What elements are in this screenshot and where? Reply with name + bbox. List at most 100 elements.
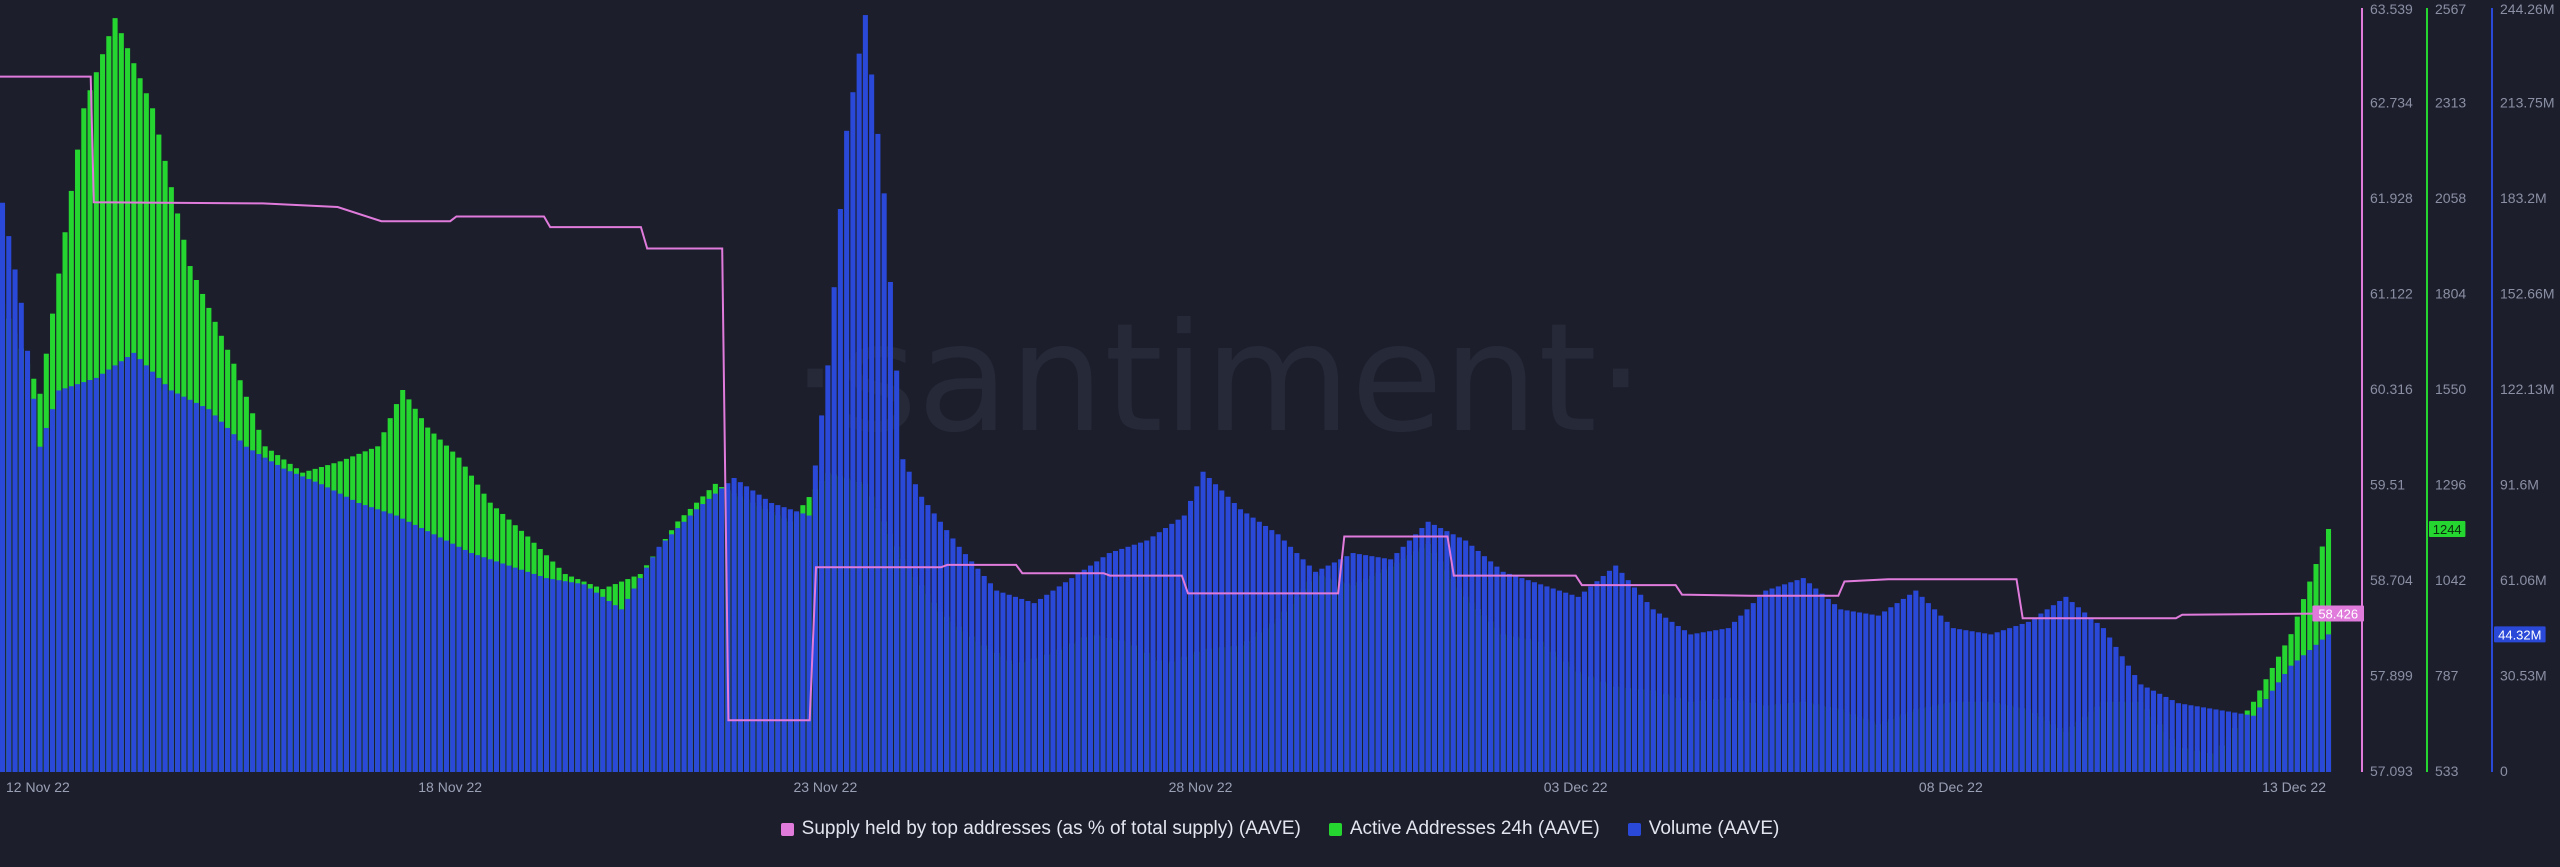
volume-bar — [1888, 607, 1894, 772]
volume-bar — [1850, 611, 1856, 772]
volume-bar — [1506, 573, 1512, 772]
volume-bar — [1519, 578, 1525, 772]
volume-bar — [900, 459, 906, 772]
volume-bar — [1375, 557, 1381, 772]
volume-bar — [1625, 580, 1631, 772]
volume-bar — [619, 609, 625, 772]
volume-bar — [531, 573, 537, 772]
volume-bar — [0, 202, 6, 773]
volume-bar — [1663, 617, 1669, 772]
volume-bar — [2063, 596, 2069, 772]
y-tick-label-supply: 58.704 — [2370, 572, 2413, 588]
volume-bar — [856, 53, 862, 772]
volume-bar — [356, 503, 362, 772]
volume-bar — [100, 373, 106, 772]
volume-bar — [12, 269, 18, 772]
volume-bar — [1719, 629, 1725, 772]
volume-bar — [1894, 603, 1900, 772]
volume-bar — [1213, 484, 1219, 772]
volume-bar — [887, 281, 893, 772]
volume-bar — [2144, 687, 2150, 772]
volume-bar — [787, 509, 793, 772]
volume-bar — [1788, 582, 1794, 772]
y-tick-label-supply: 61.928 — [2370, 190, 2413, 206]
volume-bar — [50, 409, 56, 772]
volume-bar — [1575, 596, 1581, 772]
volume-bar — [225, 427, 231, 772]
volume-bar — [869, 74, 875, 772]
volume-bar — [1750, 603, 1756, 772]
volume-bar — [987, 583, 993, 772]
volume-bar — [625, 598, 631, 772]
y-axis-volume: 244.26M 213.75M 183.2M 152.66M 122.13M 91.6M 6… — [2500, 1, 2554, 779]
volume-bar — [1807, 583, 1813, 772]
volume-bar — [831, 287, 837, 772]
volume-bar — [1037, 598, 1043, 772]
volume-bar — [1600, 575, 1606, 772]
volume-bar — [1725, 628, 1731, 772]
legend-item-volume[interactable]: Volume (AAVE) — [1627, 818, 1779, 840]
volume-bar — [894, 370, 900, 772]
volume-bar — [1932, 609, 1938, 772]
volume-bar — [125, 357, 131, 772]
volume-bar — [437, 537, 443, 772]
volume-bar — [412, 524, 418, 772]
volume-bar — [1006, 594, 1012, 772]
volume-bar — [2100, 628, 2106, 772]
volume-bar — [68, 386, 74, 772]
volume-bar — [1456, 537, 1462, 772]
volume-bar — [587, 588, 593, 772]
x-tick-label: 03 Dec 22 — [1544, 779, 1608, 795]
volume-bar — [1513, 575, 1519, 772]
volume-bar — [462, 549, 468, 772]
volume-bar — [1244, 513, 1250, 772]
y-tick-label-active: 1042 — [2435, 572, 2466, 588]
volume-bar — [106, 369, 112, 772]
volume-bar — [2150, 690, 2156, 772]
volume-bar — [2194, 706, 2200, 772]
volume-bar — [2057, 601, 2063, 772]
volume-bar — [1556, 590, 1562, 772]
volume-bar — [1444, 531, 1450, 772]
volume-bar — [1925, 603, 1931, 772]
volume-bar — [1631, 587, 1637, 772]
volume-bar — [1675, 626, 1681, 772]
volume-bar — [1125, 546, 1131, 772]
series-supply-line — [0, 75, 2327, 722]
volume-bar — [150, 371, 156, 772]
volume-bar — [425, 531, 431, 772]
y-tick-label-volume: 122.13M — [2500, 381, 2554, 397]
legend-item-supply[interactable]: Supply held by top addresses (as % of to… — [780, 818, 1301, 840]
badge-text-active: 1244 — [2433, 522, 2462, 537]
volume-bar — [1650, 609, 1656, 772]
volume-bar — [1450, 534, 1456, 772]
volume-bar — [87, 379, 93, 772]
volume-bar — [175, 393, 181, 772]
volume-bar — [1281, 540, 1287, 772]
volume-bar — [2263, 699, 2269, 772]
volume-bar — [2307, 650, 2313, 772]
volume-bar — [750, 490, 756, 772]
volume-bar — [1231, 503, 1237, 772]
volume-bar — [1731, 621, 1738, 772]
volume-bar — [731, 477, 737, 772]
volume-bar — [1369, 556, 1375, 772]
volume-bar — [1431, 524, 1437, 772]
y-tick-label-active: 1804 — [2435, 286, 2466, 302]
volume-bar — [481, 557, 487, 772]
volume-bar — [1957, 629, 1963, 772]
volume-bar — [612, 605, 618, 772]
legend-item-active-addresses[interactable]: Active Addresses 24h (AAVE) — [1328, 818, 1600, 840]
volume-bar — [644, 567, 650, 772]
volume-bar — [837, 208, 843, 773]
volume-bar — [1700, 632, 1706, 772]
volume-bar — [769, 503, 775, 772]
volume-bar — [2294, 660, 2300, 772]
x-tick-label: 23 Nov 22 — [793, 779, 857, 795]
volume-bar — [1863, 613, 1869, 772]
y-tick-label-volume: 61.06M — [2500, 572, 2547, 588]
volume-bar — [237, 440, 243, 772]
volume-bar — [1094, 561, 1100, 772]
legend-label-supply: Supply held by top addresses (as % of to… — [801, 818, 1301, 839]
volume-bar — [218, 421, 224, 772]
